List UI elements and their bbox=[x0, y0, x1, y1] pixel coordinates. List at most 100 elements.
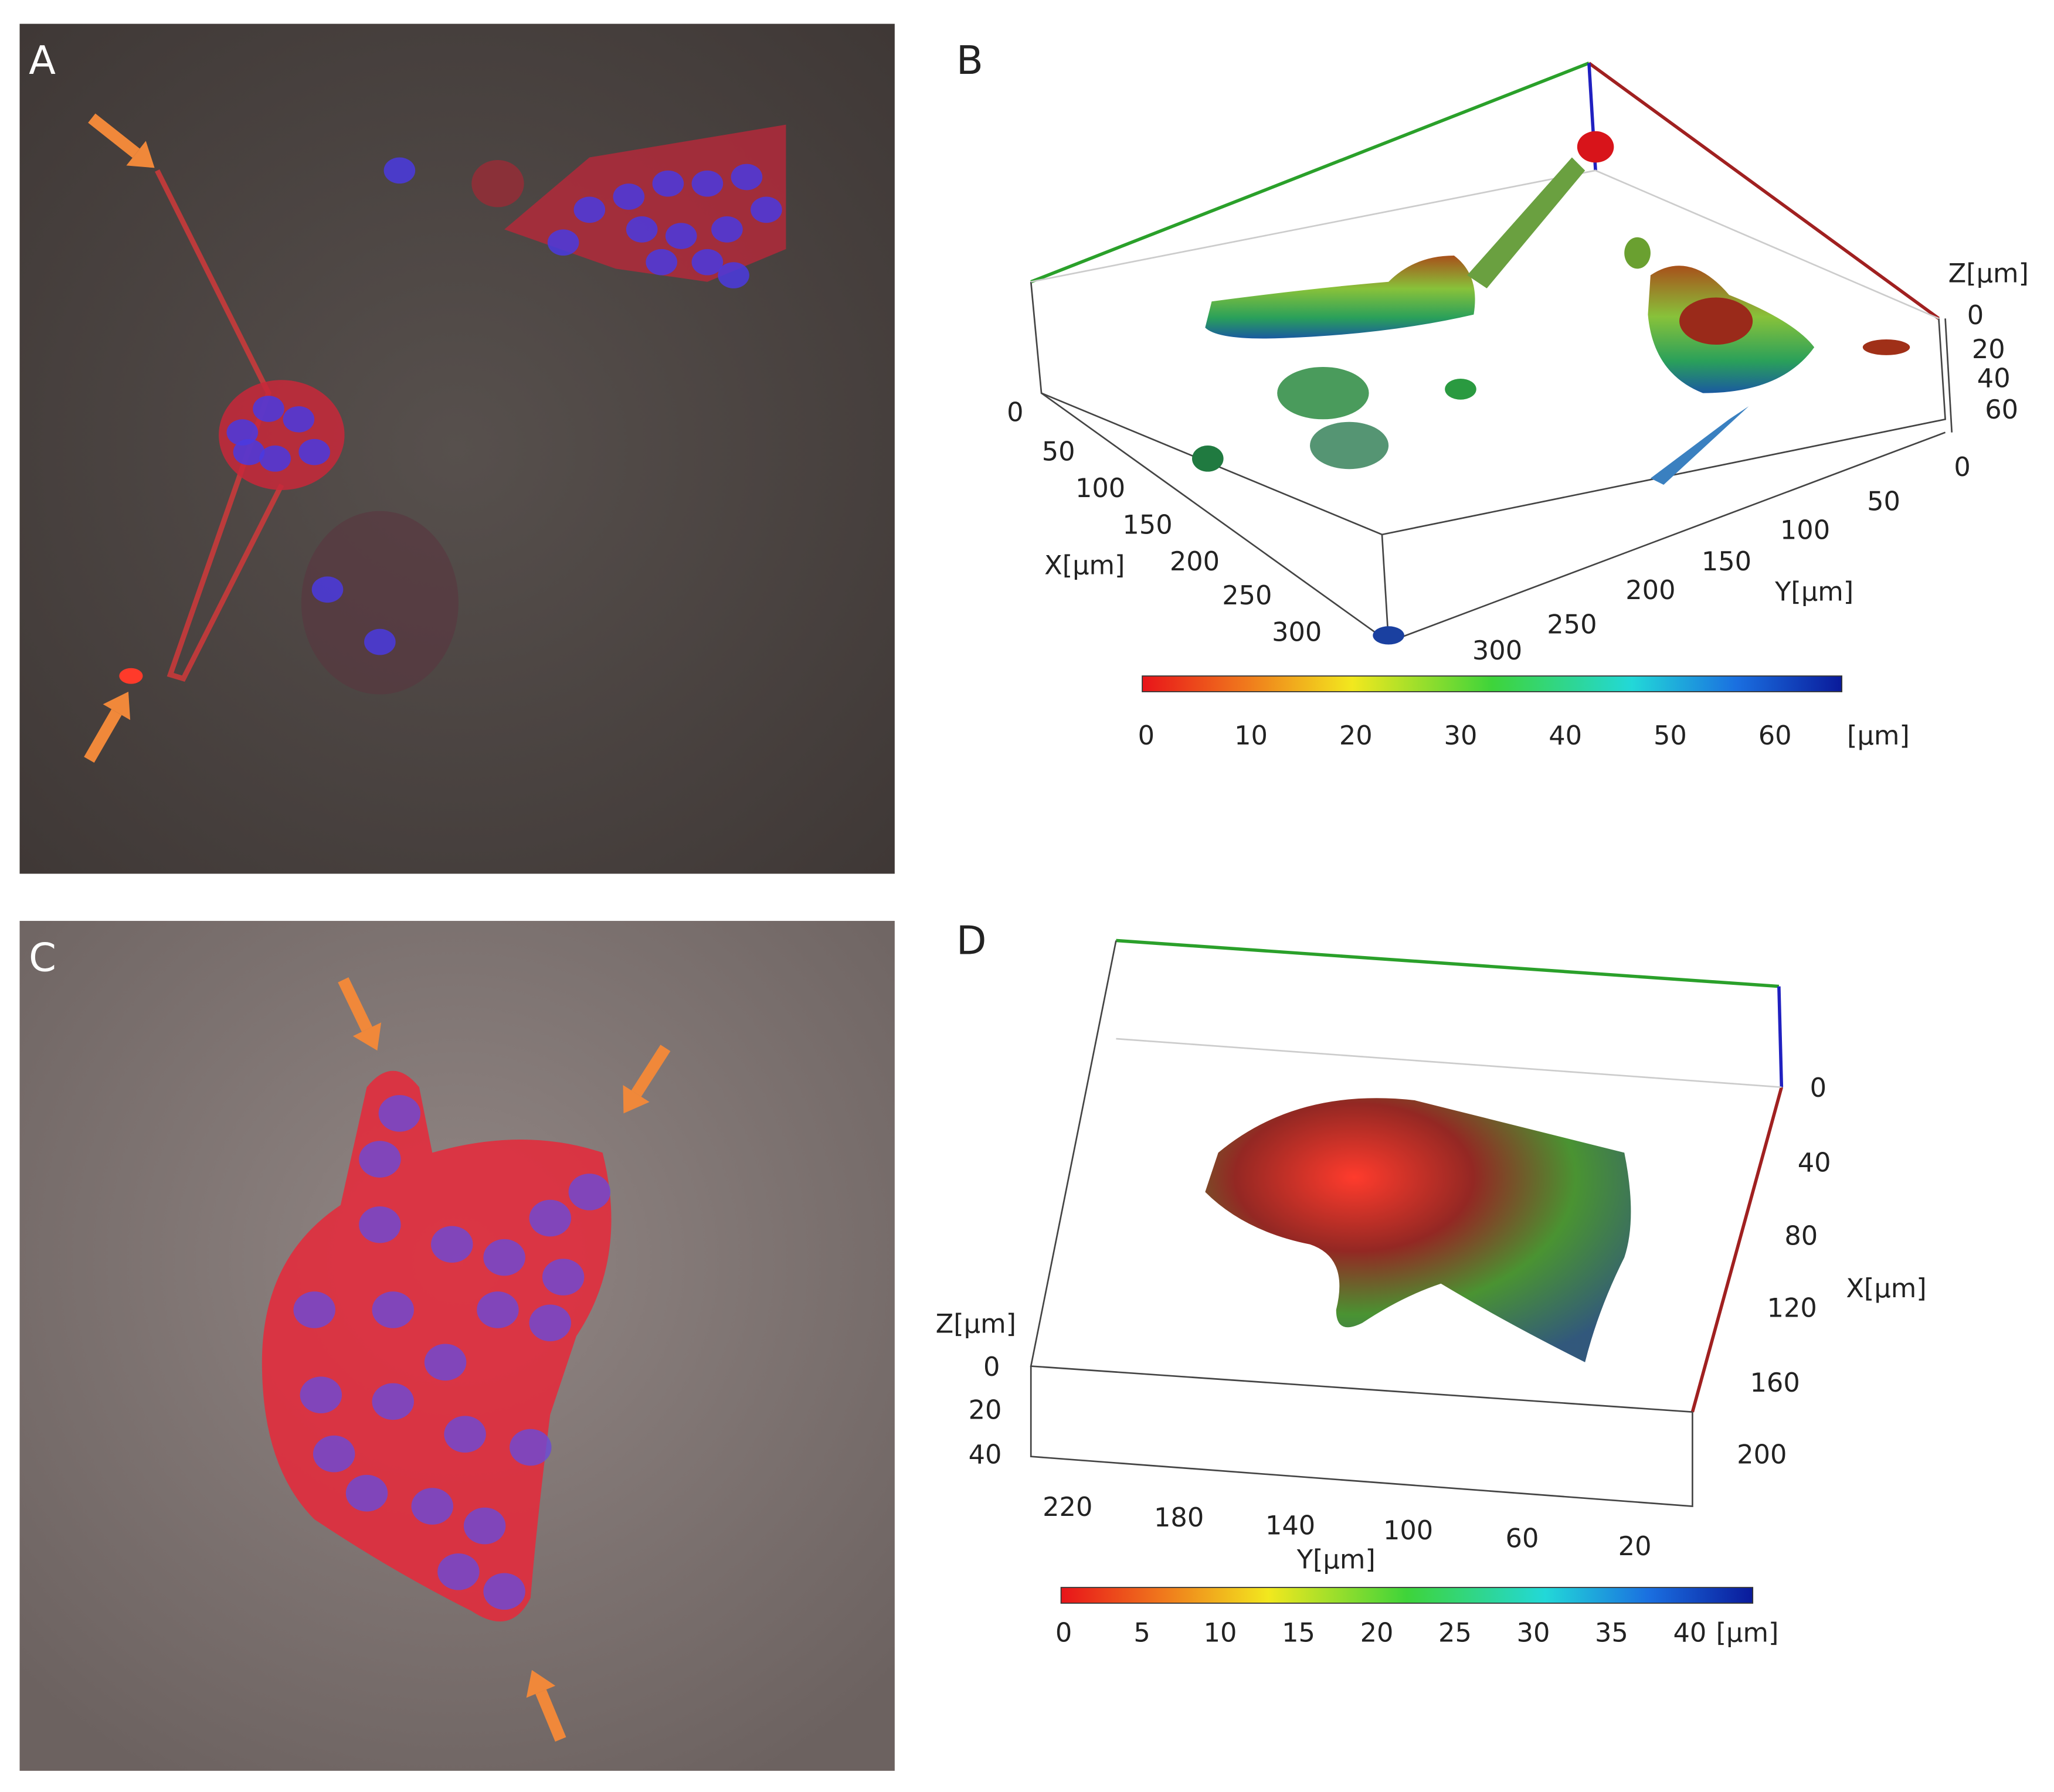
nucleus bbox=[345, 1474, 388, 1512]
tick-label: 160 bbox=[1750, 1368, 1800, 1398]
nucleus bbox=[665, 223, 697, 249]
tick-label: 40 bbox=[1673, 1618, 1707, 1648]
nuclei-c bbox=[293, 1095, 611, 1610]
nucleus bbox=[547, 229, 579, 256]
nucleus bbox=[424, 1344, 467, 1381]
nucleus bbox=[751, 196, 782, 223]
axis-title: [µm] bbox=[1847, 720, 1910, 751]
tick-label: 0 bbox=[1055, 1618, 1072, 1648]
tick-label: 50 bbox=[1042, 436, 1075, 467]
tick-label: 120 bbox=[1767, 1293, 1817, 1323]
tick-label: 0 bbox=[1967, 300, 1984, 331]
nucleus bbox=[477, 1291, 519, 1328]
tick-label: 50 bbox=[1867, 486, 1900, 516]
nucleus bbox=[359, 1206, 401, 1243]
tick-label: 200 bbox=[1737, 1440, 1787, 1470]
nucleus bbox=[259, 445, 291, 472]
nucleus bbox=[298, 438, 330, 465]
nucleus bbox=[372, 1291, 414, 1328]
axis-title: X[µm] bbox=[1846, 1273, 1926, 1304]
box-d bbox=[1030, 938, 1784, 1508]
nucleus bbox=[293, 1291, 335, 1328]
tick-label: 150 bbox=[1702, 546, 1751, 577]
tick-label: 200 bbox=[1170, 546, 1220, 577]
tick-label: 220 bbox=[1043, 1492, 1092, 1522]
tick-label: 20 bbox=[1618, 1531, 1652, 1562]
tick-label: 60 bbox=[1506, 1524, 1539, 1554]
panel-label: C bbox=[29, 935, 56, 981]
nucleus bbox=[573, 196, 606, 223]
nucleus bbox=[311, 576, 344, 603]
axis-title: Z[µm] bbox=[1948, 259, 2029, 289]
nucleus bbox=[383, 157, 416, 184]
tick-label: 35 bbox=[1595, 1618, 1628, 1648]
nucleus bbox=[510, 1429, 552, 1466]
nucleus bbox=[542, 1259, 585, 1295]
tick-label: 140 bbox=[1265, 1510, 1315, 1541]
nucleus bbox=[691, 170, 724, 197]
tick-label: 300 bbox=[1472, 635, 1522, 666]
arrow-shaft bbox=[631, 1045, 671, 1097]
nucleus bbox=[483, 1573, 525, 1610]
arrow-head bbox=[352, 1022, 382, 1051]
tick-label: 0 bbox=[1810, 1073, 1826, 1103]
arrow-head bbox=[103, 691, 131, 720]
colorbar bbox=[1142, 675, 1842, 692]
axis-title: Z[µm] bbox=[936, 1308, 1016, 1339]
tick-label: 300 bbox=[1272, 617, 1322, 648]
nucleus bbox=[646, 249, 678, 276]
tick-label: 25 bbox=[1438, 1618, 1472, 1648]
tick-label: 5 bbox=[1133, 1618, 1150, 1648]
tick-label: 0 bbox=[1954, 452, 1970, 482]
nucleus bbox=[233, 438, 265, 465]
tick-label: 100 bbox=[1075, 473, 1125, 504]
arrows bbox=[84, 113, 671, 1742]
tick-label: 180 bbox=[1154, 1502, 1204, 1533]
arrow-shaft bbox=[84, 709, 122, 763]
surface-b bbox=[1191, 131, 1910, 645]
nucleus bbox=[359, 1141, 401, 1178]
box-b bbox=[1030, 62, 1953, 643]
colorbar bbox=[1060, 1587, 1754, 1604]
nucleus bbox=[444, 1416, 486, 1453]
nucleus bbox=[364, 628, 396, 655]
axis-title: Y[µm] bbox=[1774, 576, 1853, 607]
tick-label: 80 bbox=[1784, 1221, 1818, 1252]
tick-label: 40 bbox=[1977, 363, 2011, 393]
axis-title: Y[µm] bbox=[1296, 1544, 1376, 1575]
tick-label: 200 bbox=[1625, 575, 1675, 606]
nucleus bbox=[691, 249, 724, 276]
nucleus bbox=[731, 164, 763, 191]
nucleus bbox=[711, 216, 743, 243]
nucleus bbox=[568, 1174, 611, 1210]
tick-label: 60 bbox=[1985, 395, 2018, 425]
nucleus bbox=[253, 396, 284, 422]
panel-label: B bbox=[956, 38, 983, 83]
tick-label: 250 bbox=[1547, 609, 1597, 640]
arrow-shaft bbox=[88, 113, 140, 158]
tick-label: 40 bbox=[1549, 720, 1582, 751]
tick-label: 20 bbox=[1360, 1618, 1394, 1648]
nucleus bbox=[463, 1507, 506, 1545]
surface-d bbox=[1205, 1098, 1631, 1362]
nucleus bbox=[652, 170, 684, 197]
arrow-head bbox=[526, 1669, 556, 1698]
nucleus bbox=[378, 1095, 421, 1132]
tick-label: 30 bbox=[1444, 720, 1478, 751]
nucleus bbox=[283, 406, 315, 433]
tick-label: 10 bbox=[1234, 720, 1268, 751]
arrow-head bbox=[126, 141, 155, 168]
nucleus bbox=[437, 1553, 480, 1590]
nucleus bbox=[483, 1239, 525, 1276]
panel-label: D bbox=[956, 917, 987, 963]
axis-title: [µm] bbox=[1716, 1618, 1779, 1648]
nucleus bbox=[718, 262, 749, 288]
axis-title: X[µm] bbox=[1044, 550, 1125, 581]
nuclei-a bbox=[226, 157, 782, 655]
nucleus bbox=[300, 1376, 342, 1413]
nucleus bbox=[626, 216, 658, 243]
nucleus bbox=[431, 1226, 473, 1263]
panel-label: A bbox=[29, 38, 56, 83]
tick-label: 0 bbox=[1007, 397, 1023, 427]
